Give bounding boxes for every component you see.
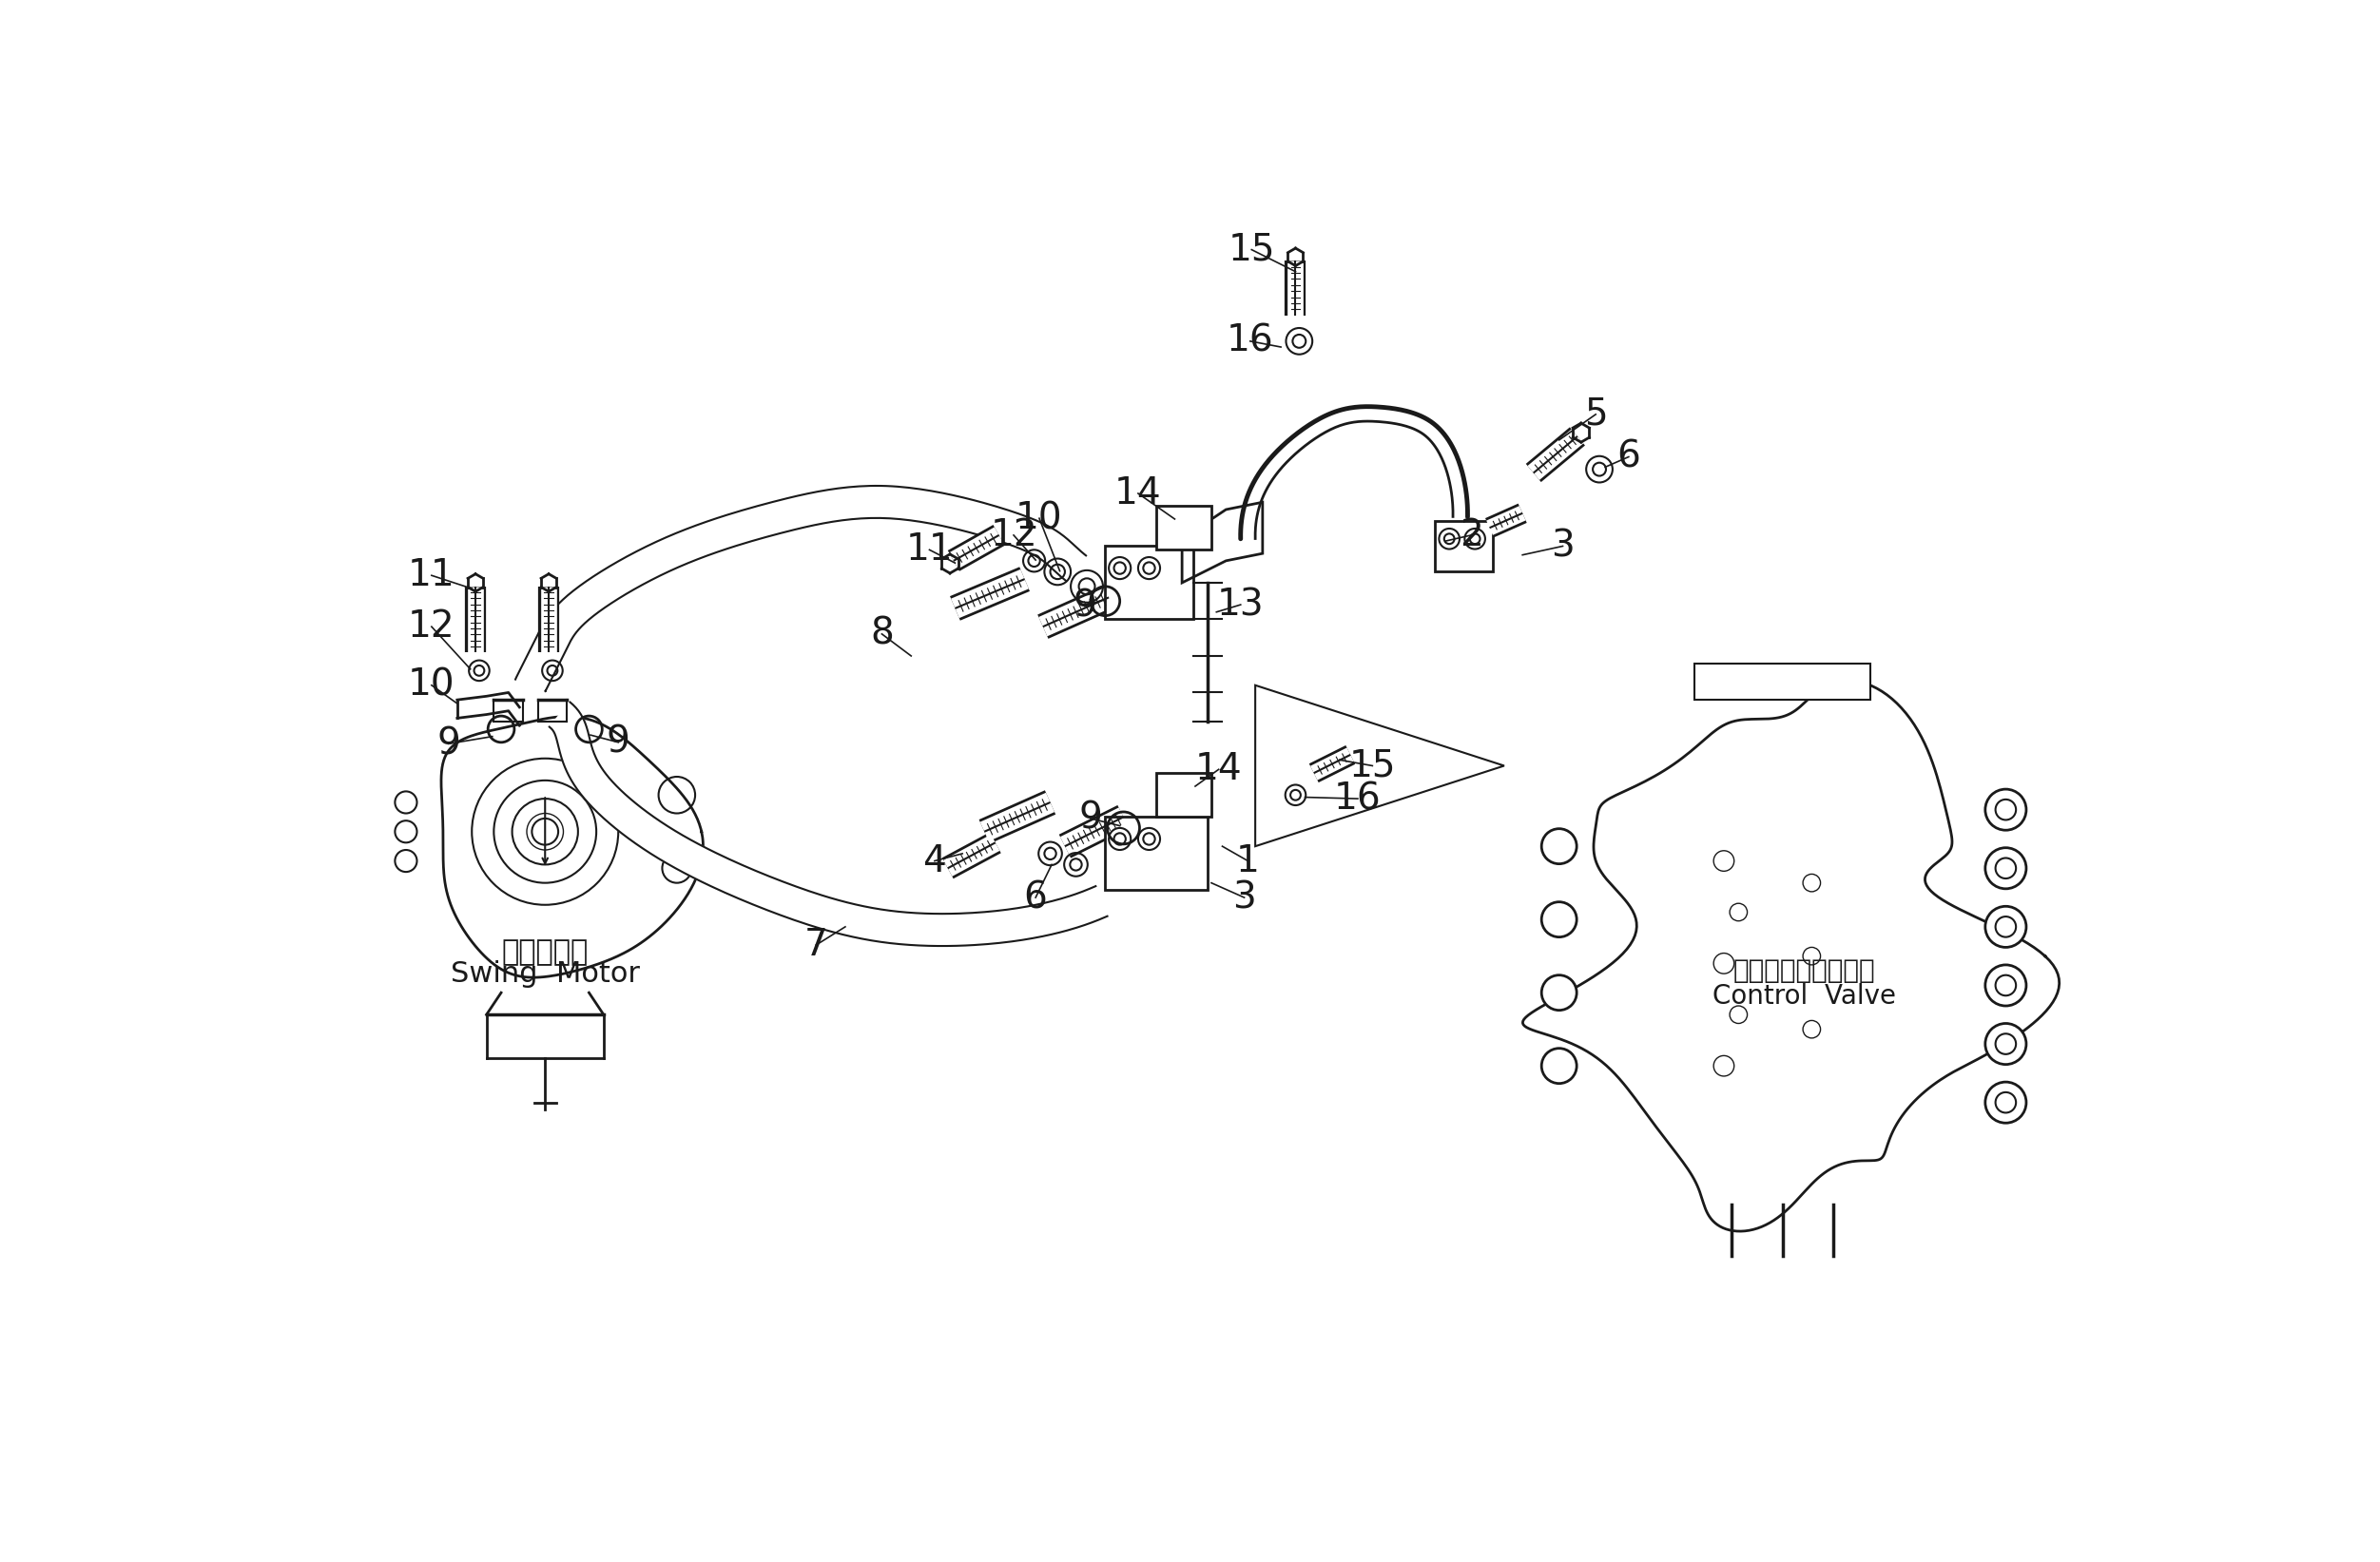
Text: 4: 4: [923, 843, 947, 879]
Text: コントロールバルブ: コントロールバルブ: [1733, 958, 1875, 984]
Circle shape: [1985, 1023, 2025, 1064]
Text: 旋回モータ: 旋回モータ: [502, 939, 588, 967]
Circle shape: [1542, 829, 1576, 864]
Circle shape: [1542, 901, 1576, 937]
Text: 9: 9: [1073, 589, 1097, 625]
Text: 8: 8: [871, 615, 892, 651]
Text: 7: 7: [804, 926, 828, 964]
Bar: [1157, 506, 1211, 550]
Text: 15: 15: [1228, 231, 1276, 267]
Text: 16: 16: [1335, 781, 1380, 817]
Circle shape: [1985, 789, 2025, 829]
Text: 12: 12: [407, 609, 455, 645]
Text: 15: 15: [1349, 748, 1397, 784]
Text: 3: 3: [1552, 528, 1576, 564]
Bar: [1157, 773, 1211, 817]
Text: 9: 9: [436, 726, 459, 762]
Text: 6: 6: [1023, 879, 1047, 915]
Text: 12: 12: [990, 517, 1038, 553]
Bar: [1435, 520, 1492, 572]
Text: 14: 14: [1114, 475, 1161, 511]
Text: 13: 13: [1216, 587, 1264, 623]
Text: 10: 10: [407, 667, 455, 703]
Circle shape: [1542, 975, 1576, 1011]
Text: 14: 14: [1195, 751, 1242, 787]
Text: 11: 11: [907, 531, 952, 569]
Polygon shape: [550, 703, 1107, 947]
Circle shape: [1985, 906, 2025, 947]
Polygon shape: [516, 486, 1085, 692]
Text: 9: 9: [607, 725, 631, 761]
Circle shape: [1985, 1082, 2025, 1123]
Text: 6: 6: [1616, 439, 1640, 475]
Circle shape: [1985, 848, 2025, 889]
Text: 10: 10: [1016, 500, 1064, 536]
Text: 1: 1: [1235, 843, 1259, 879]
Text: 5: 5: [1585, 397, 1606, 433]
Text: 3: 3: [1233, 879, 1257, 915]
Text: 11: 11: [407, 558, 455, 594]
Text: 9: 9: [1078, 800, 1102, 837]
Text: Swing  Motor: Swing Motor: [450, 961, 640, 989]
Circle shape: [1985, 965, 2025, 1006]
Bar: [1695, 664, 1871, 700]
Bar: [1104, 817, 1207, 890]
Bar: [1104, 547, 1192, 620]
Circle shape: [1542, 1048, 1576, 1084]
Text: 2: 2: [1459, 517, 1483, 553]
Text: 16: 16: [1226, 323, 1273, 359]
Text: Control  Valve: Control Valve: [1714, 982, 1897, 1009]
